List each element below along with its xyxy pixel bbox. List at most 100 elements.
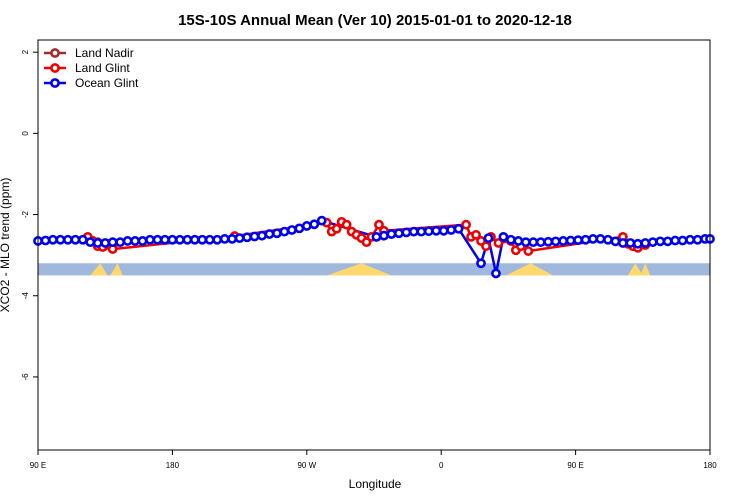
ocean-glint-point: [137, 236, 148, 246]
ocean-glint-point: [528, 237, 539, 248]
ocean-glint-point: [286, 225, 297, 235]
y-tick-label: -4: [21, 292, 30, 300]
x-axis: 90 E 180 90 W 0 90 E 180: [30, 450, 717, 470]
ocean-glint-point: [647, 237, 658, 248]
ocean-glint-point: [301, 221, 312, 231]
ocean-glint-point: [204, 234, 215, 245]
ocean-glint-point: [595, 234, 606, 244]
ocean-glint-point: [167, 234, 178, 245]
ocean-glint-point: [249, 231, 260, 242]
ocean-glint-point: [617, 238, 628, 248]
x-tick-label: 90 E: [30, 461, 46, 470]
ocean-glint-point: [309, 219, 320, 230]
x-tick-label: 90 W: [297, 461, 316, 470]
ocean-glint-point: [535, 237, 546, 248]
legend-land-glint-label: Land Glint: [75, 61, 130, 75]
land-band-3: [505, 263, 554, 276]
x-tick-label: 180: [166, 461, 180, 470]
legend-land-glint-marker: [50, 63, 60, 73]
ocean-glint-point: [513, 236, 524, 246]
ocean-glint-point: [182, 234, 193, 245]
y-tick-label: -2: [21, 210, 30, 218]
ocean-glint-point: [100, 238, 111, 248]
ocean-glint-point: [122, 236, 133, 246]
land-glint-point: [471, 229, 481, 240]
ocean-glint-point: [160, 234, 170, 245]
ocean-glint-point: [543, 236, 554, 247]
legend-ocean-glint-label: Ocean Glint: [75, 76, 139, 90]
ocean-glint-point: [505, 234, 516, 245]
ocean-glint-point: [316, 215, 327, 226]
ocean-glint-point: [438, 225, 449, 236]
ocean-glint-point: [401, 227, 412, 238]
surface-bands: [38, 263, 710, 276]
land-band-5: [640, 263, 651, 276]
ocean-glint-point: [685, 234, 695, 245]
y-axis: 2 0 -2 -4 -6: [21, 49, 38, 380]
ocean-glint-point: [580, 234, 591, 245]
ocean-glint-point: [48, 234, 58, 245]
ocean-glint-point: [371, 231, 382, 242]
ocean-glint-point: [227, 234, 238, 244]
x-axis-label: Longitude: [349, 477, 402, 491]
ocean-glint-point: [423, 226, 434, 237]
land-band-0: [90, 263, 108, 276]
plot-frame: [37, 39, 711, 451]
ocean-glint-point: [85, 237, 96, 248]
ocean-glint-point: [77, 234, 88, 245]
land-glint-point: [374, 219, 384, 230]
ocean-glint-point: [632, 238, 643, 249]
ocean-glint-point: [257, 230, 267, 241]
land-band-1: [110, 263, 123, 276]
land-glint-point: [523, 246, 534, 256]
y-axis-label: XCO2 - MLO trend (ppm): [0, 178, 12, 313]
legend-ocean-glint-marker: [50, 78, 60, 88]
land-glint-point: [461, 219, 471, 230]
ocean-glint-point: [520, 237, 531, 248]
ocean-glint-point: [115, 237, 126, 248]
ocean-glint-point: [264, 229, 275, 239]
y-tick-label: -6: [21, 373, 30, 381]
ocean-glint-point: [692, 234, 703, 245]
ocean-glint-point: [431, 225, 442, 236]
ocean-glint-point: [234, 233, 245, 243]
ocean-glint-point: [408, 226, 419, 237]
ocean-glint-point: [603, 234, 613, 245]
ocean-glint-point: [662, 236, 673, 247]
land-glint-point: [481, 241, 491, 252]
y-tick-label: 0: [21, 131, 30, 136]
x-tick-label: 90 E: [567, 461, 583, 470]
ocean-glint-point: [189, 234, 200, 245]
land-band-4: [627, 263, 643, 276]
land-glint-point: [341, 219, 352, 230]
ocean-glint-point: [610, 236, 621, 247]
ocean-glint-point: [565, 235, 576, 246]
ocean-glint-point: [625, 238, 636, 248]
ocean-glint-point: [130, 236, 140, 246]
ocean-glint-point: [107, 237, 118, 248]
ocean-glint-point: [483, 233, 494, 243]
ocean-glint-point: [145, 234, 155, 245]
ocean-glint-point: [670, 235, 681, 246]
chart-title: 15S-10S Annual Mean (Ver 10) 2015-01-01 …: [178, 12, 572, 29]
x-tick-label: 0: [439, 461, 444, 470]
ocean-glint-point: [453, 223, 464, 234]
ocean-glint-point: [491, 268, 501, 279]
series-points: [33, 215, 715, 279]
x-tick-label: 180: [703, 461, 717, 470]
ocean-glint-point: [152, 234, 163, 245]
ocean-glint-point: [212, 234, 223, 245]
ocean-glint-point: [386, 229, 397, 239]
ocean-glint-point: [573, 235, 583, 246]
ocean-glint-point: [677, 235, 688, 246]
ocean-glint-point: [393, 228, 404, 239]
ocean-glint-point: [640, 238, 651, 248]
ocean-glint-point: [446, 225, 457, 235]
ocean-glint-point: [92, 238, 103, 248]
ocean-glint-point: [197, 234, 208, 245]
land-glint-point: [493, 238, 504, 248]
y-tick-label: 2: [21, 49, 30, 54]
